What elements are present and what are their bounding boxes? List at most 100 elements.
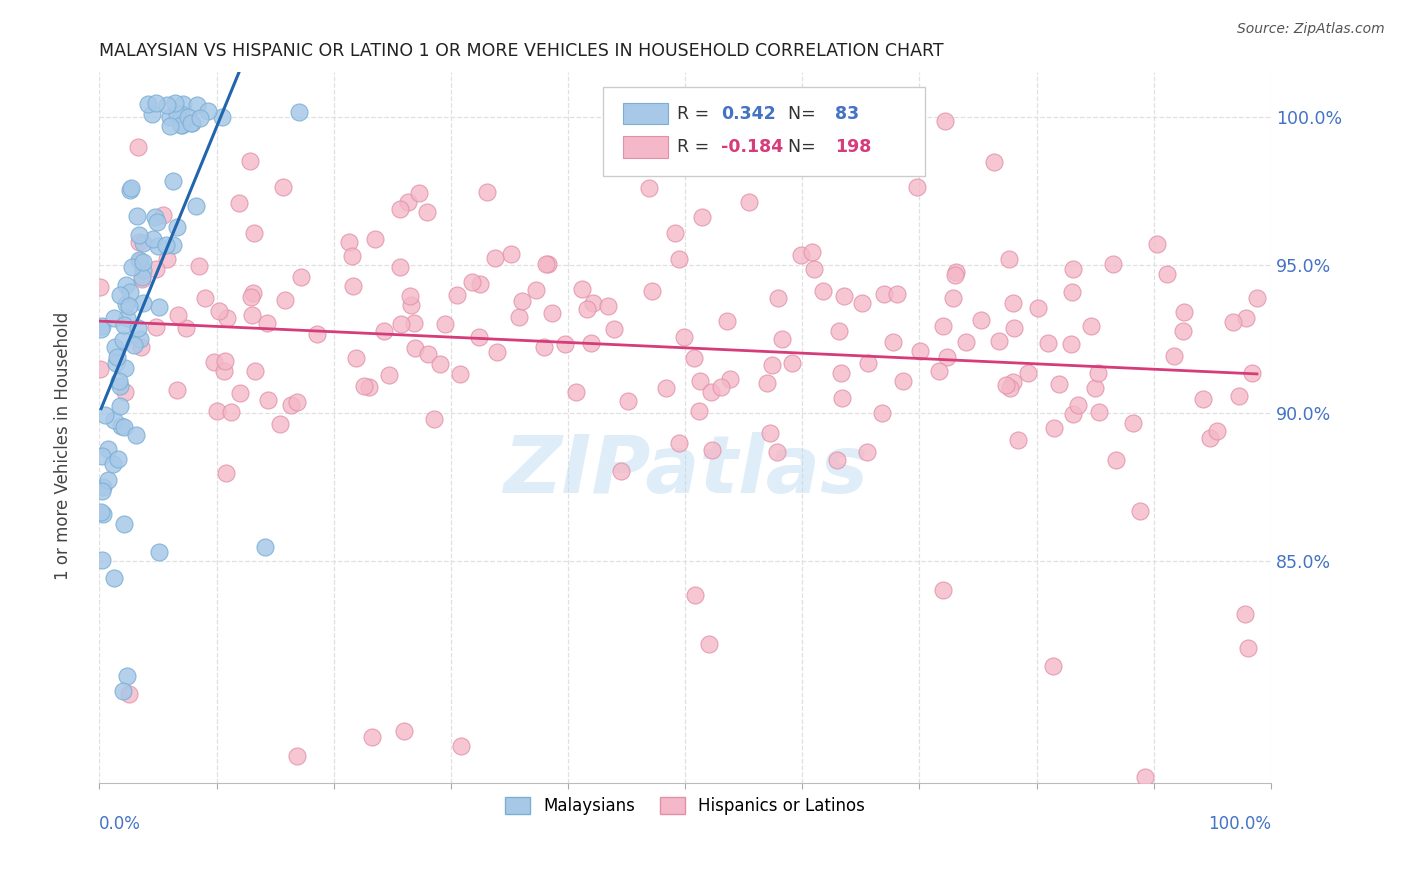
Point xyxy=(342,249,364,263)
Point xyxy=(121,260,143,275)
Point xyxy=(485,345,508,359)
Point xyxy=(91,484,114,499)
Point xyxy=(97,442,120,456)
Point xyxy=(128,235,150,250)
Point xyxy=(174,320,197,334)
Point xyxy=(995,378,1018,392)
Point xyxy=(1171,324,1194,338)
Point xyxy=(998,381,1021,395)
Point xyxy=(90,318,112,333)
Point xyxy=(831,391,853,405)
Point xyxy=(228,196,250,211)
Point xyxy=(579,335,602,350)
Point xyxy=(408,186,430,201)
Point xyxy=(344,351,367,366)
Point xyxy=(641,284,664,298)
Point xyxy=(697,637,720,651)
Point xyxy=(1241,366,1264,380)
Point xyxy=(208,304,231,318)
Point xyxy=(1042,659,1064,673)
Bar xyxy=(623,136,668,158)
Point xyxy=(499,246,522,260)
Point xyxy=(1173,304,1195,318)
Point xyxy=(882,334,904,349)
Point xyxy=(112,420,135,434)
Point xyxy=(128,252,150,267)
Text: Source: ZipAtlas.com: Source: ZipAtlas.com xyxy=(1237,22,1385,37)
Point xyxy=(114,384,136,399)
Point xyxy=(253,540,276,554)
Point xyxy=(273,180,295,194)
Point xyxy=(1133,770,1156,784)
Point xyxy=(188,111,211,125)
Point xyxy=(342,278,364,293)
Point xyxy=(1067,398,1090,412)
Point xyxy=(510,293,533,308)
Point xyxy=(89,280,111,294)
Point xyxy=(664,226,686,240)
Point xyxy=(690,210,713,224)
Point xyxy=(118,183,141,197)
Point xyxy=(288,104,311,119)
Point xyxy=(142,232,165,246)
Text: 0.0%: 0.0% xyxy=(100,815,141,833)
Point xyxy=(943,268,966,283)
Point xyxy=(115,669,138,683)
Text: R =: R = xyxy=(676,104,714,123)
Point xyxy=(534,256,557,270)
Point xyxy=(112,684,135,698)
Point xyxy=(1102,257,1125,271)
Point xyxy=(683,351,706,366)
Point xyxy=(170,118,193,132)
Point xyxy=(290,270,312,285)
Point xyxy=(214,354,236,368)
Point xyxy=(1042,421,1064,435)
Point xyxy=(1227,389,1250,403)
Point xyxy=(450,739,472,753)
Point xyxy=(212,364,235,378)
Point xyxy=(91,507,114,521)
Point xyxy=(837,143,859,157)
Point xyxy=(928,364,950,378)
Point xyxy=(105,356,128,370)
Point xyxy=(197,104,219,119)
Point xyxy=(118,299,141,313)
Point xyxy=(1060,336,1083,351)
Point xyxy=(128,254,150,268)
Point xyxy=(683,588,706,602)
Point xyxy=(851,295,873,310)
Point xyxy=(1007,434,1029,448)
Point xyxy=(131,269,153,284)
Point xyxy=(1237,641,1260,656)
Point xyxy=(856,445,879,459)
Point xyxy=(1198,431,1220,445)
Point xyxy=(145,261,167,276)
Point xyxy=(353,379,375,393)
Point xyxy=(524,283,547,297)
Point xyxy=(97,473,120,487)
Point xyxy=(617,394,640,409)
Point xyxy=(177,111,200,125)
Point xyxy=(780,356,803,370)
Point xyxy=(108,399,131,413)
Point xyxy=(770,332,793,346)
Point xyxy=(1060,285,1083,299)
Text: 1 or more Vehicles in Household: 1 or more Vehicles in Household xyxy=(55,312,72,580)
Point xyxy=(172,97,194,112)
Point xyxy=(194,291,217,305)
Point xyxy=(112,333,135,347)
Point xyxy=(115,277,138,292)
Point xyxy=(166,383,188,397)
Point xyxy=(146,239,169,253)
Point xyxy=(148,301,170,315)
Point xyxy=(908,343,931,358)
Point xyxy=(159,110,181,124)
Point xyxy=(242,285,264,300)
Point xyxy=(1122,417,1144,431)
Point xyxy=(983,155,1005,169)
Point xyxy=(181,116,204,130)
Point xyxy=(103,571,125,585)
Point xyxy=(603,321,626,335)
Point xyxy=(256,392,278,407)
Point xyxy=(1080,319,1102,334)
